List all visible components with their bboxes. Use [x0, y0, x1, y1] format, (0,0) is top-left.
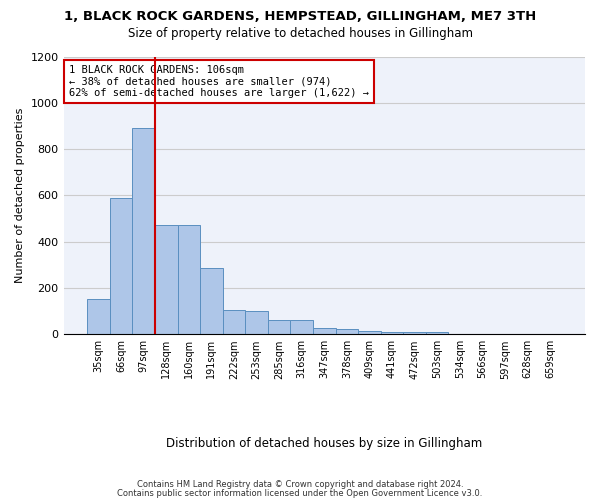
Y-axis label: Number of detached properties: Number of detached properties	[15, 108, 25, 283]
Bar	[381, 332, 403, 334]
Bar	[403, 332, 426, 334]
Bar	[358, 331, 381, 334]
Bar	[223, 310, 245, 334]
Bar	[290, 320, 313, 334]
Bar	[245, 311, 268, 334]
Text: Contains HM Land Registry data © Crown copyright and database right 2024.: Contains HM Land Registry data © Crown c…	[137, 480, 463, 489]
Text: Size of property relative to detached houses in Gillingham: Size of property relative to detached ho…	[128, 28, 473, 40]
Bar	[313, 328, 335, 334]
Bar	[133, 128, 155, 334]
Bar	[87, 299, 110, 334]
Bar	[268, 320, 290, 334]
Text: 1, BLACK ROCK GARDENS, HEMPSTEAD, GILLINGHAM, ME7 3TH: 1, BLACK ROCK GARDENS, HEMPSTEAD, GILLIN…	[64, 10, 536, 23]
Text: Contains public sector information licensed under the Open Government Licence v3: Contains public sector information licen…	[118, 488, 482, 498]
Bar	[426, 332, 448, 334]
X-axis label: Distribution of detached houses by size in Gillingham: Distribution of detached houses by size …	[166, 437, 482, 450]
Text: 1 BLACK ROCK GARDENS: 106sqm
← 38% of detached houses are smaller (974)
62% of s: 1 BLACK ROCK GARDENS: 106sqm ← 38% of de…	[69, 65, 369, 98]
Bar	[155, 225, 178, 334]
Bar	[335, 329, 358, 334]
Bar	[200, 268, 223, 334]
Bar	[110, 198, 133, 334]
Bar	[178, 226, 200, 334]
